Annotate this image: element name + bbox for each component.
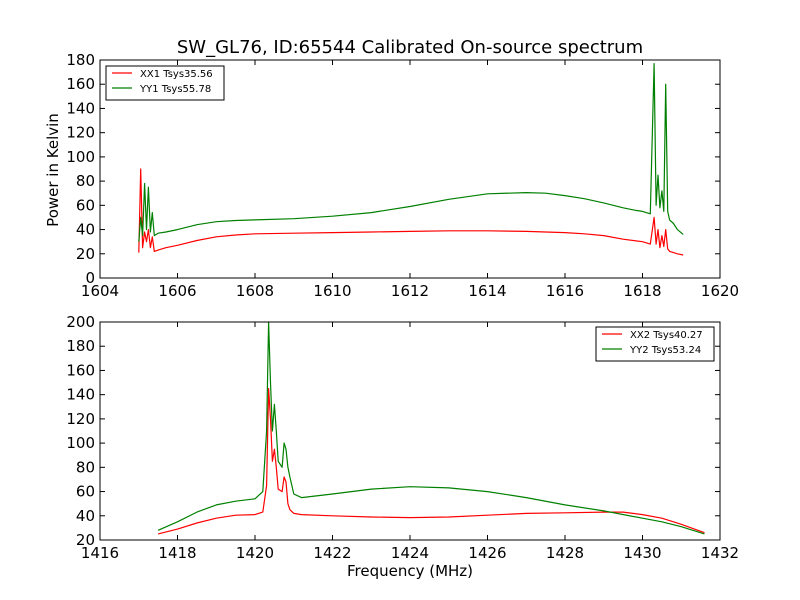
y-tick-label: 100: [66, 434, 95, 452]
legend-box: [105, 65, 225, 101]
x-axis-label: Frequency (MHz): [347, 562, 473, 580]
legend-label-2: YY1 Tsys55.78: [139, 84, 211, 95]
x-tick-label: 1614: [468, 282, 506, 300]
bottom-panel: 1416 1418 1420 1422 1424 1426 1428 1430 1432 20 40…: [66, 313, 739, 562]
legend: XX2 Tsys40.27 YY2 Tsys53.24: [595, 326, 715, 362]
legend-label-1: XX2 Tsys40.27: [630, 330, 703, 341]
x-tick-label: 1620: [701, 282, 739, 300]
y-tick-label: 20: [76, 245, 95, 263]
legend-label-2: YY2 Tsys53.24: [629, 345, 701, 356]
x-tick-label: 1606: [158, 282, 196, 300]
y-tick-label: 140: [66, 99, 95, 117]
y-tick-label: 0: [85, 269, 95, 287]
x-tick-label: 1610: [313, 282, 351, 300]
y-axis-label: Power in Kelvin: [44, 113, 62, 227]
x-tick-label: 1616: [546, 282, 584, 300]
y-tick-label: 20: [76, 531, 95, 549]
x-tick-label: 1612: [391, 282, 429, 300]
chart-title: SW_GL76, ID:65544 Calibrated On-source s…: [177, 37, 643, 58]
x-tick-label: 1618: [623, 282, 661, 300]
y-tick-label: 100: [66, 148, 95, 166]
series-line-1: [138, 168, 684, 256]
x-tick-label: 1604: [81, 282, 119, 300]
y-tick-label: 200: [66, 313, 95, 331]
y-tick-label: 80: [76, 458, 95, 476]
y-tick-label: 180: [66, 51, 95, 69]
x-tick-label: 1416: [81, 544, 119, 562]
y-tick-label: 80: [76, 172, 95, 190]
series-line-2: [157, 321, 705, 535]
legend-label-1: XX1 Tsys35.56: [140, 69, 213, 80]
y-tick-label: 60: [76, 196, 95, 214]
y-tick-label: 40: [76, 507, 95, 525]
x-tick-label: 1432: [701, 544, 739, 562]
x-tick-label: 1426: [468, 544, 506, 562]
y-tick-label: 180: [66, 337, 95, 355]
top-panel: 1604 1606 1608 1610 1612 1614 1616 1618 1620 0 20 4…: [66, 51, 739, 300]
x-tick-label: 1418: [158, 544, 196, 562]
y-tick-label: 160: [66, 75, 95, 93]
y-tick-label: 120: [66, 410, 95, 428]
y-tick-label: 120: [66, 124, 95, 142]
y-tick-label: 160: [66, 361, 95, 379]
x-tick-label: 1608: [236, 282, 274, 300]
legend: XX1 Tsys35.56 YY1 Tsys55.78: [105, 65, 225, 101]
x-tick-label: 1422: [313, 544, 351, 562]
y-tick-label: 140: [66, 386, 95, 404]
y-tick-label: 60: [76, 483, 95, 501]
series-line-2: [138, 62, 684, 242]
x-tick-label: 1420: [236, 544, 274, 562]
x-tick-label: 1430: [623, 544, 661, 562]
series-line-1: [157, 388, 705, 535]
x-tick-label: 1424: [391, 544, 429, 562]
legend-box: [595, 326, 715, 362]
y-tick-label: 40: [76, 221, 95, 239]
x-tick-label: 1428: [546, 544, 584, 562]
